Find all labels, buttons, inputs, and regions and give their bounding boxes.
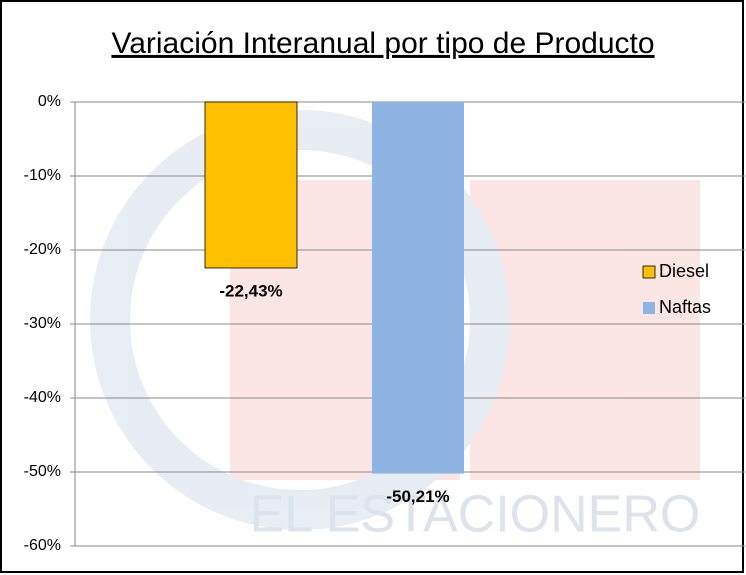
legend-swatch: [643, 302, 655, 314]
chart-title: Variación Interanual por tipo de Product…: [111, 27, 654, 60]
y-tick-label: 0%: [38, 93, 61, 110]
value-label: -22,43%: [219, 281, 282, 300]
value-label: -50,21%: [386, 487, 449, 506]
bar: [372, 102, 464, 474]
y-tick-label: -30%: [24, 315, 61, 332]
y-tick-label: -10%: [24, 167, 61, 184]
y-tick-label: -40%: [24, 389, 61, 406]
legend-label: Naftas: [659, 297, 711, 317]
y-tick-label: -60%: [24, 537, 61, 554]
y-tick-label: -50%: [24, 463, 61, 480]
bar: [204, 101, 298, 269]
legend-label: Diesel: [659, 261, 709, 281]
legend-swatch: [642, 265, 656, 279]
y-tick-label: -20%: [24, 241, 61, 258]
watermark: EL ESTACIONERO: [250, 486, 701, 544]
